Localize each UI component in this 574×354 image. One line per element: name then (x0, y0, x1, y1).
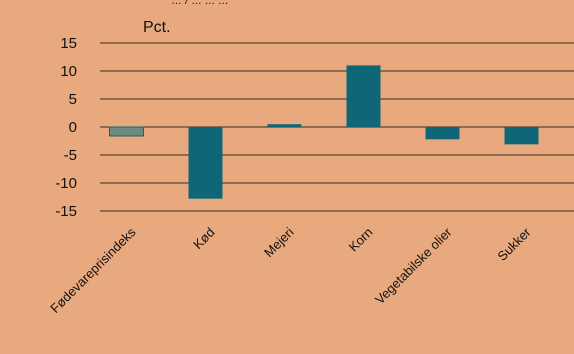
y-tick-label: 15 (60, 35, 77, 52)
category-label: Kød (190, 225, 217, 252)
y-tick-label: -10 (55, 175, 77, 192)
y-tick-label: -15 (55, 203, 77, 220)
bar-3 (267, 124, 302, 127)
bar-1 (109, 126, 144, 137)
unit-label: Pct. (143, 19, 171, 36)
category-label: Mejeri (261, 224, 297, 260)
y-tick-label: -5 (64, 147, 77, 164)
top-partial-text: ... / ... ... ... (172, 0, 229, 7)
category-label: Sukker (494, 224, 534, 264)
category-label: Korn (346, 225, 376, 255)
bar-5 (425, 127, 460, 140)
x-category-labels: Fødevareprisindeks Kød Mejeri KornVegetabil… (47, 224, 534, 316)
category-label: Vegetabilske olier (372, 224, 455, 307)
y-tick-label: 0 (69, 119, 77, 136)
category-label: Fødevareprisindeks (47, 224, 139, 316)
y-tick-label: 5 (69, 91, 77, 108)
y-tick-labels: 15 10 5 0 -5 -10 -15 (55, 35, 77, 220)
gridlines (100, 42, 574, 212)
bar-2 (188, 127, 223, 199)
y-tick-label: 10 (60, 63, 77, 80)
bar-6 (504, 127, 539, 145)
bars (109, 65, 539, 199)
bar-4 (346, 65, 381, 127)
